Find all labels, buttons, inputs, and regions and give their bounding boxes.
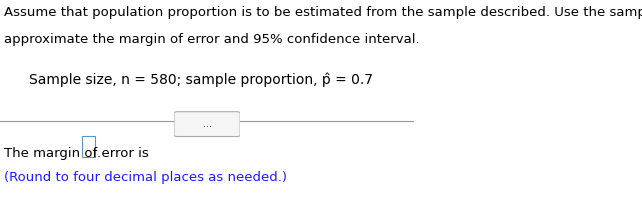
- Text: .: .: [97, 147, 101, 160]
- FancyBboxPatch shape: [82, 136, 95, 157]
- Text: (Round to four decimal places as needed.): (Round to four decimal places as needed.…: [4, 171, 287, 184]
- Text: Assume that population proportion is to be estimated from the sample described. : Assume that population proportion is to …: [4, 6, 642, 19]
- Text: Sample size, n = 580; sample proportion, p̂ = 0.7: Sample size, n = 580; sample proportion,…: [29, 73, 373, 87]
- Text: approximate the margin of error and 95% confidence interval.: approximate the margin of error and 95% …: [4, 33, 420, 46]
- Text: The margin of error is: The margin of error is: [4, 147, 153, 160]
